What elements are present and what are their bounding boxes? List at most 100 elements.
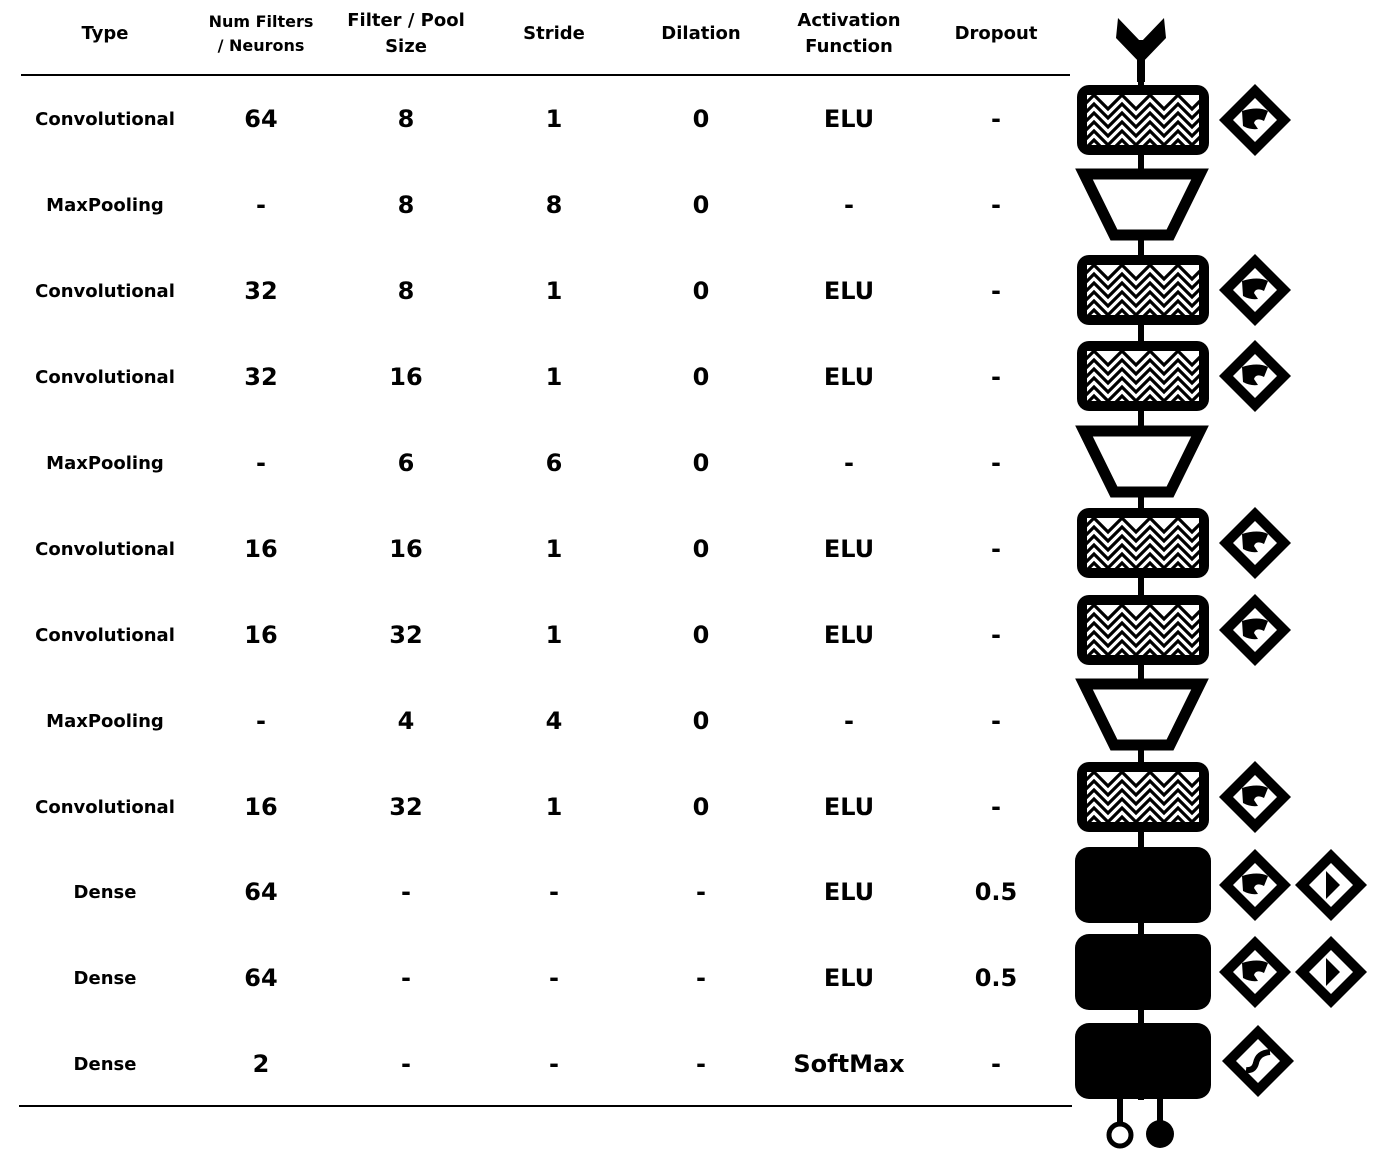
header-type: Type (81, 23, 129, 44)
cell-size: - (401, 1050, 411, 1078)
elu-activation-icon (1219, 254, 1291, 326)
cell-size: - (401, 964, 411, 992)
cell-activation: - (844, 449, 854, 477)
cell-activation: ELU (823, 793, 875, 821)
dropout-icon (1295, 936, 1367, 1008)
table-row: Convolutional 32 16 1 0 ELU - (0, 334, 1075, 420)
cell-dropout: - (991, 449, 1001, 477)
elu-activation-icon (1219, 340, 1291, 412)
cell-dropout: - (991, 707, 1001, 735)
cell-filters: 16 (244, 793, 278, 821)
cell-stride: 1 (545, 277, 563, 305)
elu-activation-icon (1219, 84, 1291, 156)
cell-dilation: 0 (692, 621, 710, 649)
table-row: Convolutional 16 32 1 0 ELU - (0, 764, 1075, 850)
cell-type: Dense (73, 967, 137, 989)
cell-type: Convolutional (35, 538, 175, 560)
cell-size: 6 (397, 449, 415, 477)
cell-type: Convolutional (35, 624, 175, 646)
cell-filters: - (256, 191, 266, 219)
cell-dilation: 0 (692, 449, 710, 477)
cell-stride: 4 (545, 707, 563, 735)
cell-dropout: - (991, 535, 1001, 563)
cell-filters: 16 (244, 621, 278, 649)
table-row: Dense 64 - - - ELU 0.5 (0, 935, 1075, 1021)
network-diagram (1075, 18, 1367, 1149)
elu-activation-icon (1219, 849, 1291, 921)
dense-block-icon (1075, 934, 1211, 1010)
convolution-block-icon (1077, 508, 1209, 578)
cell-dropout: - (991, 277, 1001, 305)
pooling-trapezoid-icon (1075, 678, 1209, 751)
table-row: Convolutional 32 8 1 0 ELU - (0, 248, 1075, 334)
architecture-table: Type Num Filters / Neurons Filter / Pool… (0, 10, 1075, 1107)
table-row: Dense 2 - - - SoftMax - (0, 1021, 1075, 1107)
cell-filters: - (256, 707, 266, 735)
dense-block-icon (1075, 847, 1211, 923)
table-row: Convolutional 64 8 1 0 ELU - (0, 76, 1075, 162)
cell-activation: ELU (823, 535, 875, 563)
cell-size: 4 (397, 707, 415, 735)
header-dropout: Dropout (954, 23, 1038, 44)
cell-size: 32 (389, 621, 423, 649)
cell-type: Convolutional (35, 366, 175, 388)
cell-activation: ELU (823, 964, 875, 992)
pooling-trapezoid-icon (1075, 168, 1209, 241)
cell-stride: - (549, 1050, 559, 1078)
cell-dilation: 0 (692, 793, 710, 821)
table-row: Dense 64 - - - ELU 0.5 (0, 849, 1075, 935)
cell-dilation: 0 (692, 105, 710, 133)
table-row: Convolutional 16 16 1 0 ELU - (0, 506, 1075, 592)
cell-size: 16 (389, 535, 423, 563)
cell-type: MaxPooling (46, 452, 164, 474)
cell-dilation: - (696, 964, 706, 992)
convolution-block-icon (1077, 85, 1209, 155)
header-rule (21, 74, 1070, 76)
elu-activation-icon (1219, 936, 1291, 1008)
cell-filters: 32 (244, 277, 278, 305)
cell-dilation: - (696, 878, 706, 906)
cell-stride: - (549, 878, 559, 906)
cell-type: Dense (73, 881, 137, 903)
cell-dropout: - (991, 1050, 1001, 1078)
table-row: MaxPooling - 8 8 0 - - (0, 162, 1075, 248)
convolution-block-icon (1077, 595, 1209, 665)
cell-stride: 1 (545, 535, 563, 563)
cell-type: MaxPooling (46, 710, 164, 732)
cell-type: Convolutional (35, 796, 175, 818)
header-activation-function: Activation Function (797, 10, 901, 57)
cell-activation: - (844, 191, 854, 219)
cell-stride: 6 (545, 449, 563, 477)
cell-dropout: - (991, 105, 1001, 133)
cell-activation: ELU (823, 277, 875, 305)
header-num-filters: Num Filters / Neurons (208, 12, 314, 55)
cell-dilation: 0 (692, 363, 710, 391)
table-row: Convolutional 16 32 1 0 ELU - (0, 592, 1075, 678)
cell-stride: 8 (545, 191, 563, 219)
cell-activation: - (844, 707, 854, 735)
cell-dropout: - (991, 363, 1001, 391)
table-row: MaxPooling - 4 4 0 - - (0, 678, 1075, 764)
cell-dropout: 0.5 (974, 878, 1018, 906)
cell-activation: ELU (823, 105, 875, 133)
table-row: MaxPooling - 6 6 0 - - (0, 420, 1075, 506)
cell-size: - (401, 878, 411, 906)
cell-activation: SoftMax (793, 1050, 905, 1078)
cell-type: Convolutional (35, 280, 175, 302)
elu-activation-icon (1219, 507, 1291, 579)
cell-dropout: - (991, 793, 1001, 821)
cell-size: 8 (397, 105, 415, 133)
cell-filters: 2 (252, 1050, 270, 1078)
cell-activation: ELU (823, 878, 875, 906)
softmax-activation-icon (1222, 1025, 1294, 1097)
header-filter-pool-size: Filter / Pool Size (347, 10, 465, 57)
cell-filters: 64 (244, 105, 278, 133)
cell-activation: ELU (823, 363, 875, 391)
cell-stride: 1 (545, 363, 563, 391)
cell-filters: - (256, 449, 266, 477)
elu-activation-icon (1219, 761, 1291, 833)
cell-activation: ELU (823, 621, 875, 649)
cell-stride: - (549, 964, 559, 992)
input-arrow-icon (1116, 18, 1166, 82)
convolution-block-icon (1077, 762, 1209, 832)
